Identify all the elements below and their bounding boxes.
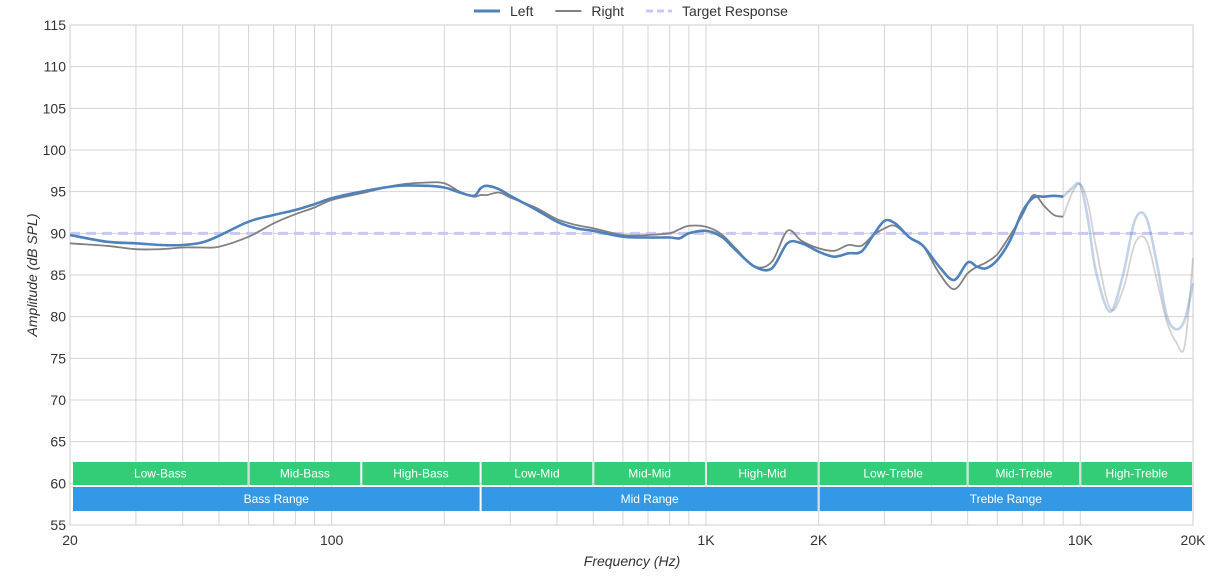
band-rect: [1081, 462, 1192, 485]
y-tick-label: 75: [50, 350, 66, 366]
band-low-treble: Low-Treble: [819, 462, 967, 485]
legend-item-left: Left: [474, 3, 533, 19]
y-tick-label: 85: [50, 267, 66, 283]
band-low-mid: Low-Mid: [481, 462, 593, 485]
band-high-mid: High-Mid: [706, 462, 818, 485]
band-label: High-Mid: [738, 467, 786, 481]
band-rect: [481, 487, 818, 511]
band-label: Low-Mid: [514, 467, 559, 481]
band-rect: [968, 462, 1080, 485]
band-rect: [249, 462, 361, 485]
band-mid-mid: Mid-Mid: [594, 462, 705, 485]
plot-frame: [69, 24, 1194, 526]
band-rect: [594, 462, 705, 485]
band-label: Mid-Mid: [628, 467, 671, 481]
legend: Left Right Target Response: [474, 3, 788, 19]
grid-lines: [69, 24, 1194, 526]
band-bass-range: Bass Range: [73, 487, 480, 511]
y-axis-label: Amplitude (dB SPL): [24, 214, 40, 338]
y-tick-label: 95: [50, 184, 66, 200]
y-tick-label: 105: [43, 100, 67, 116]
x-tick-label: 2K: [810, 532, 828, 548]
band-mid-range: Mid Range: [481, 487, 818, 511]
legend-label: Right: [591, 3, 624, 19]
band-mid-treble: Mid-Treble: [968, 462, 1080, 485]
band-label: Treble Range: [970, 492, 1043, 506]
series-right-line-faded: [1062, 182, 1194, 353]
y-tick-label: 100: [43, 142, 67, 158]
band-high-treble: High-Treble: [1081, 462, 1192, 485]
series-left-line: [69, 184, 1064, 282]
series-left-line-faded: [1062, 181, 1195, 331]
band-label: Bass Range: [244, 492, 310, 506]
legend-item-right: Right: [555, 3, 624, 19]
band-rect: [73, 462, 248, 485]
band-label: High-Treble: [1106, 467, 1169, 481]
x-tick-label: 1K: [697, 532, 715, 548]
y-tick-label: 80: [50, 309, 66, 325]
y-tick-label: 115: [44, 17, 67, 33]
band-low-bass: Low-Bass: [73, 462, 248, 485]
band-high-bass: High-Bass: [362, 462, 480, 485]
band-label: Low-Treble: [863, 467, 923, 481]
x-tick-label: 100: [320, 532, 344, 548]
band-label: Low-Bass: [134, 467, 187, 481]
x-tick-label: 20K: [1181, 532, 1207, 548]
band-rect: [819, 462, 967, 485]
series-right-line: [69, 181, 1064, 291]
x-tick-label: 20: [62, 532, 78, 548]
band-rect: [362, 462, 480, 485]
y-tick-label: 90: [50, 225, 66, 241]
y-tick-label: 55: [50, 517, 66, 533]
x-tick-label: 10K: [1068, 532, 1094, 548]
x-axis-label: Frequency (Hz): [584, 553, 680, 569]
band-treble-range: Treble Range: [819, 487, 1192, 511]
x-axis-ticks: 20 100 1K 2K 10K 20K: [62, 532, 1206, 548]
legend-item-target: Target Response: [646, 3, 788, 19]
band-label: High-Bass: [393, 467, 448, 481]
band-label: Mid-Bass: [280, 467, 330, 481]
series-lines: [69, 181, 1195, 353]
y-tick-label: 60: [50, 475, 66, 491]
legend-label: Left: [510, 3, 533, 19]
y-tick-label: 70: [50, 392, 66, 408]
y-tick-label: 65: [50, 434, 66, 450]
legend-label: Target Response: [682, 3, 788, 19]
frequency-bands: Low-Bass Mid-Bass High-Bass Low-Mid Mid-Mid H…: [73, 462, 1192, 511]
band-label: Mid-Treble: [996, 467, 1053, 481]
band-mid-bass: Mid-Bass: [249, 462, 361, 485]
y-axis-ticks: 55 60 65 70 75 80 85 90 95 100 105 110 115: [43, 17, 67, 533]
band-rect: [706, 462, 818, 485]
band-rect: [73, 487, 480, 511]
band-label: Mid Range: [621, 492, 679, 506]
band-rect: [481, 462, 593, 485]
band-rect: [819, 487, 1192, 511]
y-tick-label: 110: [44, 59, 67, 75]
